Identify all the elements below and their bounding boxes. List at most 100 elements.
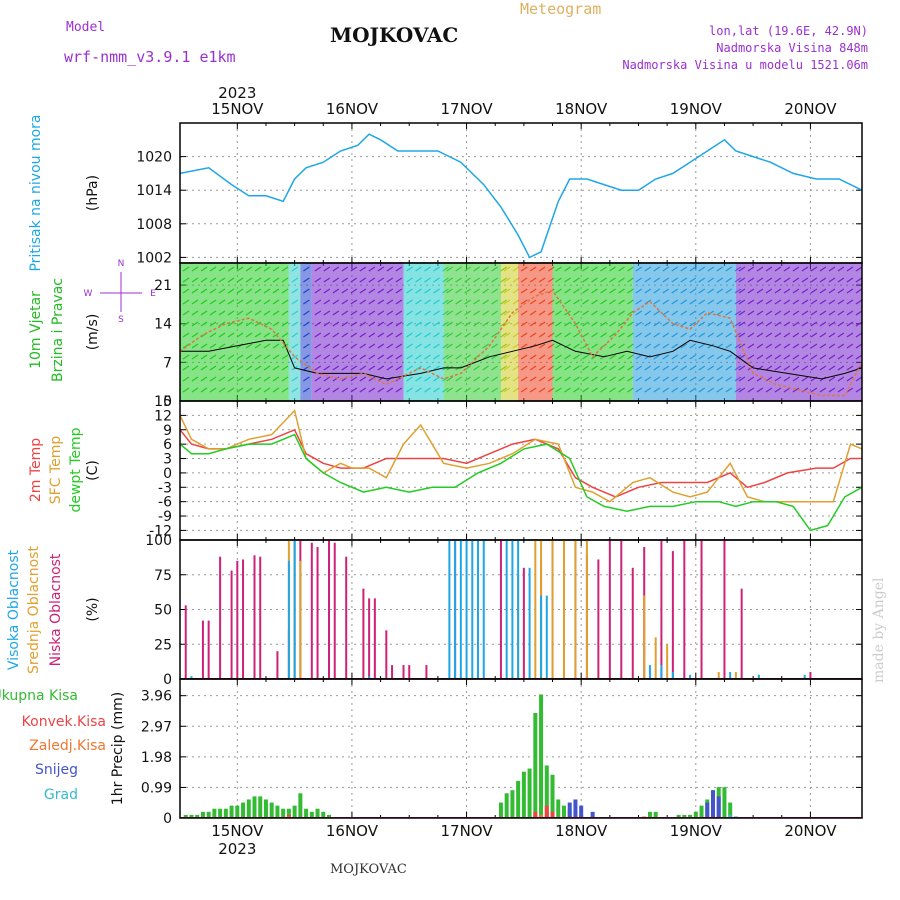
wind-arrow (377, 288, 385, 294)
wind-arrow (792, 365, 800, 371)
wind-arrow (200, 266, 208, 272)
wind-arrow (446, 321, 453, 327)
wind-arrow (415, 277, 422, 283)
wind-arrow (182, 321, 190, 327)
wind-arrow (618, 310, 625, 316)
panel-clouds: 0 25 50 75 100 (%) (85, 533, 863, 688)
wind-arrow (609, 354, 616, 360)
wind-arrow (503, 310, 511, 316)
wind-arrow (455, 299, 462, 305)
wind-arrow (482, 310, 489, 316)
wind-arrow (644, 266, 652, 272)
wind-arrow (653, 288, 661, 294)
wind-arrow (464, 387, 471, 393)
wind-arrow (406, 354, 413, 360)
wind-arrow (415, 376, 422, 382)
wind-arrow (520, 321, 528, 327)
wind-arrow (564, 376, 571, 382)
wind-arrow (491, 277, 498, 283)
wind-arrow (792, 387, 800, 393)
wind-arrow (218, 354, 226, 360)
wind-arrow (627, 299, 634, 305)
wind-arrow (689, 343, 697, 349)
wind-arrow (855, 321, 863, 327)
wind-arrow (209, 277, 217, 283)
wind-arrow (837, 310, 845, 316)
wind-arrow (819, 387, 827, 393)
altitude-label: Nadmorska Visina 848m (716, 41, 868, 55)
wind-arrow (245, 332, 253, 338)
bar-niska (809, 672, 812, 679)
wind-arrow (512, 365, 520, 371)
wind-arrow (828, 376, 836, 382)
bar-srednja (551, 540, 554, 679)
bar-visoka (459, 540, 462, 679)
wind-arrow (218, 365, 226, 371)
wind-arrow (281, 365, 289, 371)
wind-arrow (609, 376, 616, 382)
wind-arrow (810, 387, 818, 393)
wind-field-band (288, 263, 301, 401)
wind-arrow (698, 299, 706, 305)
wind-arrow (302, 266, 310, 272)
wind-arrow (386, 365, 394, 371)
bar-niska (740, 588, 743, 679)
wind-arrow (573, 387, 580, 393)
wind-arrow (662, 376, 670, 382)
wind-arrow (573, 266, 580, 272)
wind-arrow (698, 277, 706, 283)
wind-arrow (350, 343, 358, 349)
wind-arrow (756, 277, 764, 283)
wind-arrow (245, 376, 253, 382)
wind-arrow (828, 332, 836, 338)
wind-arrow (810, 299, 818, 305)
y-tick-label: 1014 (136, 183, 172, 199)
wind-arrow (671, 387, 679, 393)
wind-arrow (591, 299, 598, 305)
wind-arrow (618, 387, 625, 393)
wind-arrow (810, 332, 818, 338)
wind-arrow (433, 343, 440, 349)
wind-arrow (671, 343, 679, 349)
wind-arrow (291, 332, 299, 338)
wind-arrow (707, 321, 715, 327)
y-tick-label: 12 (154, 408, 172, 424)
wind-arrow (291, 343, 299, 349)
wind-arrow (424, 376, 431, 382)
wind-arrow (756, 365, 764, 371)
wind-arrow (627, 354, 634, 360)
wind-arrow (386, 332, 394, 338)
wind-arrow (377, 343, 385, 349)
wind-arrow (716, 332, 724, 338)
wind-arrow (323, 288, 331, 294)
bar-ukupna (246, 799, 251, 818)
wind-arrow (765, 332, 773, 338)
wind-arrow (783, 332, 791, 338)
bar-ukupna (539, 694, 544, 818)
wind-arrow (341, 332, 349, 338)
wind-arrow (600, 288, 607, 294)
wind-arrow (200, 299, 208, 305)
wind-arrow (227, 354, 235, 360)
wind-arrow (538, 321, 546, 327)
compass-letter: S (118, 315, 124, 325)
wind-arrow (529, 354, 537, 360)
wind-arrow (725, 299, 733, 305)
wind-arrow (455, 387, 462, 393)
wind-arrow (350, 365, 358, 371)
wind-arrow (635, 365, 643, 371)
wind-arrow (218, 332, 226, 338)
wind-arrow (281, 288, 289, 294)
wind-arrow (314, 343, 322, 349)
wind-arrow (653, 332, 661, 338)
wind-arrow (302, 354, 310, 360)
panel-precipitation: 0 0.99 1.98 2.97 3.96 1hr Precip (mm) (110, 678, 863, 827)
wind-arrow (627, 332, 634, 338)
wind-arrow (792, 266, 800, 272)
wind-arrow (564, 288, 571, 294)
wind-arrow (323, 354, 331, 360)
wind-arrow (662, 365, 670, 371)
bar-ukupna (682, 814, 687, 818)
wind-arrow (591, 277, 598, 283)
wind-arrow (377, 299, 385, 305)
